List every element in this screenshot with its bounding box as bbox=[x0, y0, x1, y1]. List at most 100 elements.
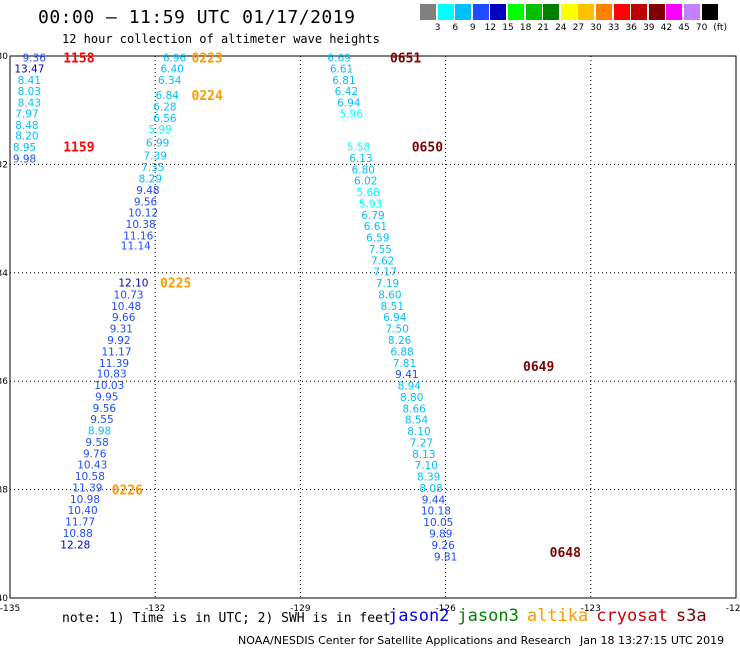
color-scale-label: 21 bbox=[537, 23, 549, 33]
color-scale-label: 27 bbox=[572, 23, 585, 33]
y-tick-label: -32 bbox=[0, 160, 8, 170]
y-tick-label: -36 bbox=[0, 377, 8, 387]
color-scale-label: 39 bbox=[643, 23, 655, 33]
swh-value: 6.02 bbox=[354, 176, 377, 188]
pass-time-label: 0224 bbox=[192, 89, 223, 104]
swh-value: 6.94 bbox=[337, 98, 361, 110]
swh-value: 10.73 bbox=[114, 289, 144, 301]
x-tick-label: -123 bbox=[581, 604, 601, 614]
swh-value: 9.66 bbox=[112, 312, 136, 324]
swh-value: 6.81 bbox=[332, 75, 355, 87]
color-scale-unit: (ft) bbox=[713, 23, 727, 33]
legend-jason2: jason2 bbox=[388, 606, 450, 626]
color-scale-label: 33 bbox=[607, 23, 620, 33]
swh-value: 7.55 bbox=[369, 244, 392, 256]
color-swatch bbox=[455, 4, 473, 20]
swh-value: 6.79 bbox=[361, 210, 384, 222]
color-scale-label: 9 bbox=[469, 23, 476, 33]
legend-jason3: jason3 bbox=[457, 606, 519, 626]
swh-value: 6.28 bbox=[153, 101, 176, 113]
swh-value: 10.43 bbox=[77, 460, 107, 472]
swh-value: 8.03 bbox=[18, 86, 41, 98]
color-scale-label: 24 bbox=[555, 23, 567, 33]
swh-value: 9.55 bbox=[90, 414, 113, 426]
swh-value: 8.41 bbox=[18, 75, 41, 87]
swh-value: 6.69 bbox=[327, 53, 350, 65]
swh-value: 11.77 bbox=[65, 517, 95, 529]
swh-value: 9.56 bbox=[93, 403, 117, 415]
pass-time-label: 0226 bbox=[112, 484, 143, 499]
color-swatch bbox=[420, 4, 437, 20]
color-scale-label: 15 bbox=[502, 23, 514, 33]
swh-value: 10.38 bbox=[126, 219, 156, 231]
satellite-legend: jason2 jason3 altika cryosat s3a bbox=[388, 606, 715, 626]
swh-value: 6.42 bbox=[335, 86, 358, 98]
pass-time-label: 0648 bbox=[550, 546, 581, 561]
swh-value: 6.34 bbox=[158, 75, 182, 87]
swh-value: 8.95 bbox=[13, 142, 36, 154]
swh-value: 10.18 bbox=[421, 506, 451, 518]
swh-value: 11.14 bbox=[121, 241, 151, 253]
color-swatch bbox=[437, 4, 455, 20]
swh-value: 11.17 bbox=[101, 346, 131, 358]
pass-time-label: 1158 bbox=[63, 52, 94, 67]
swh-value: 6.56 bbox=[153, 113, 177, 125]
legend-cryosat: cryosat bbox=[596, 606, 668, 626]
swh-value: 10.58 bbox=[75, 471, 105, 483]
swh-value: 9.36 bbox=[23, 53, 47, 65]
swh-value: 9.56 bbox=[134, 196, 158, 208]
color-swatch bbox=[472, 4, 490, 20]
swh-value: 8.94 bbox=[398, 381, 422, 393]
swh-value: 8.48 bbox=[15, 120, 38, 132]
color-swatch bbox=[578, 4, 596, 20]
pass-time-label: 1159 bbox=[63, 141, 94, 156]
swh-value: 13.47 bbox=[14, 63, 44, 75]
color-swatch bbox=[648, 4, 666, 20]
y-tick-label: -38 bbox=[0, 486, 8, 496]
swh-value: 11.39 bbox=[72, 482, 102, 494]
swh-value: 9.31 bbox=[110, 324, 133, 336]
swh-value: 6.59 bbox=[366, 233, 389, 245]
color-swatch bbox=[490, 4, 508, 20]
generation-timestamp: Jan 18 13:27:15 UTC 2019 bbox=[580, 634, 725, 647]
swh-value: 9.26 bbox=[431, 540, 455, 552]
swh-value: 9.95 bbox=[95, 391, 118, 403]
color-scale-label: 36 bbox=[625, 23, 637, 33]
swh-value: 10.40 bbox=[68, 505, 98, 517]
swh-value: 7.19 bbox=[376, 278, 399, 290]
swh-value: 5.96 bbox=[340, 108, 364, 120]
swh-value: 8.29 bbox=[139, 173, 162, 185]
color-swatch bbox=[666, 4, 684, 20]
y-tick-label: -34 bbox=[0, 269, 8, 279]
color-scale-label: 70 bbox=[695, 23, 708, 33]
swh-value: 6.94 bbox=[383, 312, 407, 324]
color-scale-label: 12 bbox=[484, 23, 497, 33]
swh-value: 8.54 bbox=[405, 415, 429, 427]
swh-value: 9.58 bbox=[85, 437, 108, 449]
color-scale-label: 45 bbox=[678, 23, 690, 33]
swh-value: 6.61 bbox=[330, 63, 353, 75]
swh-value: 5.68 bbox=[356, 187, 379, 199]
color-swatch bbox=[613, 4, 631, 20]
swh-value: 6.40 bbox=[160, 63, 183, 75]
swh-value: 8.26 bbox=[388, 335, 412, 347]
swh-value: 8.43 bbox=[18, 98, 41, 110]
swh-value: 10.05 bbox=[423, 517, 453, 529]
pass-time-label: 0651 bbox=[390, 52, 421, 67]
color-swatch bbox=[560, 4, 578, 20]
swh-value: 7.27 bbox=[410, 437, 433, 449]
pass-time-label: 0223 bbox=[192, 52, 223, 67]
color-scale-label: 42 bbox=[660, 23, 673, 33]
color-swatch bbox=[543, 4, 561, 20]
swh-value: 11.39 bbox=[99, 358, 129, 370]
swh-value: 7.97 bbox=[15, 108, 38, 120]
pass-time-label: 0650 bbox=[412, 141, 443, 156]
swh-value: 7.81 bbox=[393, 358, 416, 370]
swh-value: 9.41 bbox=[395, 369, 418, 381]
color-swatch bbox=[525, 4, 543, 20]
swh-value: 7.17 bbox=[373, 267, 396, 279]
swh-value: 11.16 bbox=[123, 230, 153, 242]
swh-value: 12.28 bbox=[60, 539, 90, 551]
color-swatch bbox=[596, 4, 613, 20]
swh-value: 10.83 bbox=[97, 369, 127, 381]
